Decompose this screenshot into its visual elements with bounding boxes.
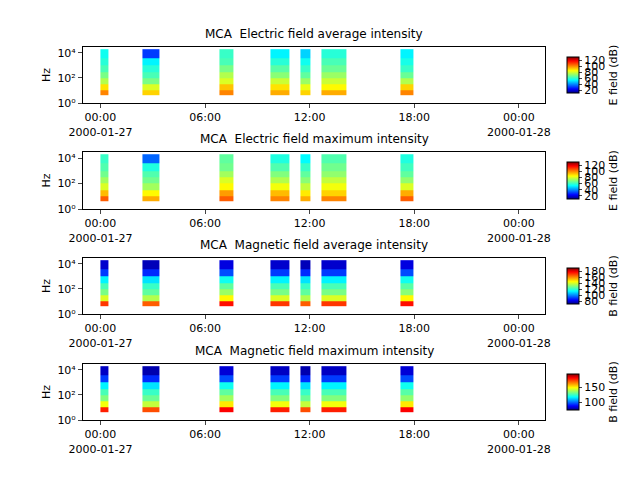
svg-text:B field (dB): B field (dB) <box>607 361 620 422</box>
svg-text:60: 60 <box>584 72 598 85</box>
svg-text:06:00: 06:00 <box>189 217 221 230</box>
svg-text:10²: 10² <box>57 283 75 296</box>
svg-text:120: 120 <box>584 283 605 296</box>
svg-text:MCA Electric field average in: MCA Electric field average intensity <box>205 27 423 41</box>
svg-text:00:002000-01-27: 00:002000-01-27 <box>68 111 132 138</box>
svg-text:10⁴: 10⁴ <box>57 364 76 377</box>
svg-text:20: 20 <box>584 84 598 97</box>
svg-text:20: 20 <box>584 190 598 203</box>
svg-text:80: 80 <box>584 171 598 184</box>
svg-text:120: 120 <box>584 54 605 67</box>
svg-text:18:00: 18:00 <box>398 111 430 124</box>
svg-text:10²: 10² <box>57 177 75 190</box>
svg-text:00:002000-01-27: 00:002000-01-27 <box>68 428 132 455</box>
svg-text:10⁰: 10⁰ <box>57 414 76 427</box>
svg-text:E field (dB): E field (dB) <box>607 150 620 211</box>
svg-text:80: 80 <box>584 295 598 308</box>
svg-text:12:00: 12:00 <box>294 217 326 230</box>
svg-text:12:00: 12:00 <box>294 428 326 441</box>
svg-text:150: 150 <box>584 381 605 394</box>
svg-text:00:002000-01-27: 00:002000-01-27 <box>68 322 132 349</box>
svg-text:10⁰: 10⁰ <box>57 203 76 216</box>
svg-text:00:002000-01-28: 00:002000-01-28 <box>487 428 551 455</box>
svg-text:60: 60 <box>584 177 598 190</box>
svg-text:10²: 10² <box>57 389 75 402</box>
svg-text:10²: 10² <box>57 72 75 85</box>
svg-text:00:002000-01-28: 00:002000-01-28 <box>487 111 551 138</box>
svg-text:Hz: Hz <box>40 68 53 82</box>
svg-text:MCA Electric field maximum in: MCA Electric field maximum intensity <box>200 132 429 146</box>
svg-text:06:00: 06:00 <box>189 428 221 441</box>
svg-text:Hz: Hz <box>40 279 53 293</box>
svg-text:80: 80 <box>584 66 598 79</box>
svg-text:Hz: Hz <box>40 173 53 187</box>
svg-text:00:002000-01-27: 00:002000-01-27 <box>68 217 132 244</box>
svg-text:12:00: 12:00 <box>294 111 326 124</box>
svg-text:10⁰: 10⁰ <box>57 97 76 110</box>
svg-text:MCA Magnetic field maximum in: MCA Magnetic field maximum intensity <box>195 344 434 358</box>
svg-text:18:00: 18:00 <box>398 322 430 335</box>
svg-text:40: 40 <box>584 184 598 197</box>
svg-text:10⁴: 10⁴ <box>57 152 76 165</box>
svg-text:140: 140 <box>584 277 605 290</box>
svg-text:00:002000-01-28: 00:002000-01-28 <box>487 322 551 349</box>
svg-text:06:00: 06:00 <box>189 322 221 335</box>
svg-text:10⁰: 10⁰ <box>57 308 76 321</box>
svg-text:E field (dB): E field (dB) <box>607 45 620 106</box>
svg-text:100: 100 <box>584 289 605 302</box>
svg-text:10⁴: 10⁴ <box>57 258 76 271</box>
svg-text:100: 100 <box>584 396 605 409</box>
svg-text:18:00: 18:00 <box>398 428 430 441</box>
svg-text:B field (dB): B field (dB) <box>607 255 620 316</box>
svg-text:MCA Magnetic field average in: MCA Magnetic field average intensity <box>200 238 428 252</box>
svg-text:120: 120 <box>584 159 605 172</box>
svg-text:160: 160 <box>584 271 605 284</box>
svg-text:180: 180 <box>584 265 605 278</box>
svg-text:00:002000-01-28: 00:002000-01-28 <box>487 217 551 244</box>
svg-text:100: 100 <box>584 60 605 73</box>
svg-text:06:00: 06:00 <box>189 111 221 124</box>
svg-text:18:00: 18:00 <box>398 217 430 230</box>
svg-text:40: 40 <box>584 78 598 91</box>
svg-text:10⁴: 10⁴ <box>57 47 76 60</box>
svg-text:12:00: 12:00 <box>294 322 326 335</box>
svg-text:100: 100 <box>584 165 605 178</box>
svg-text:Hz: Hz <box>40 385 53 399</box>
